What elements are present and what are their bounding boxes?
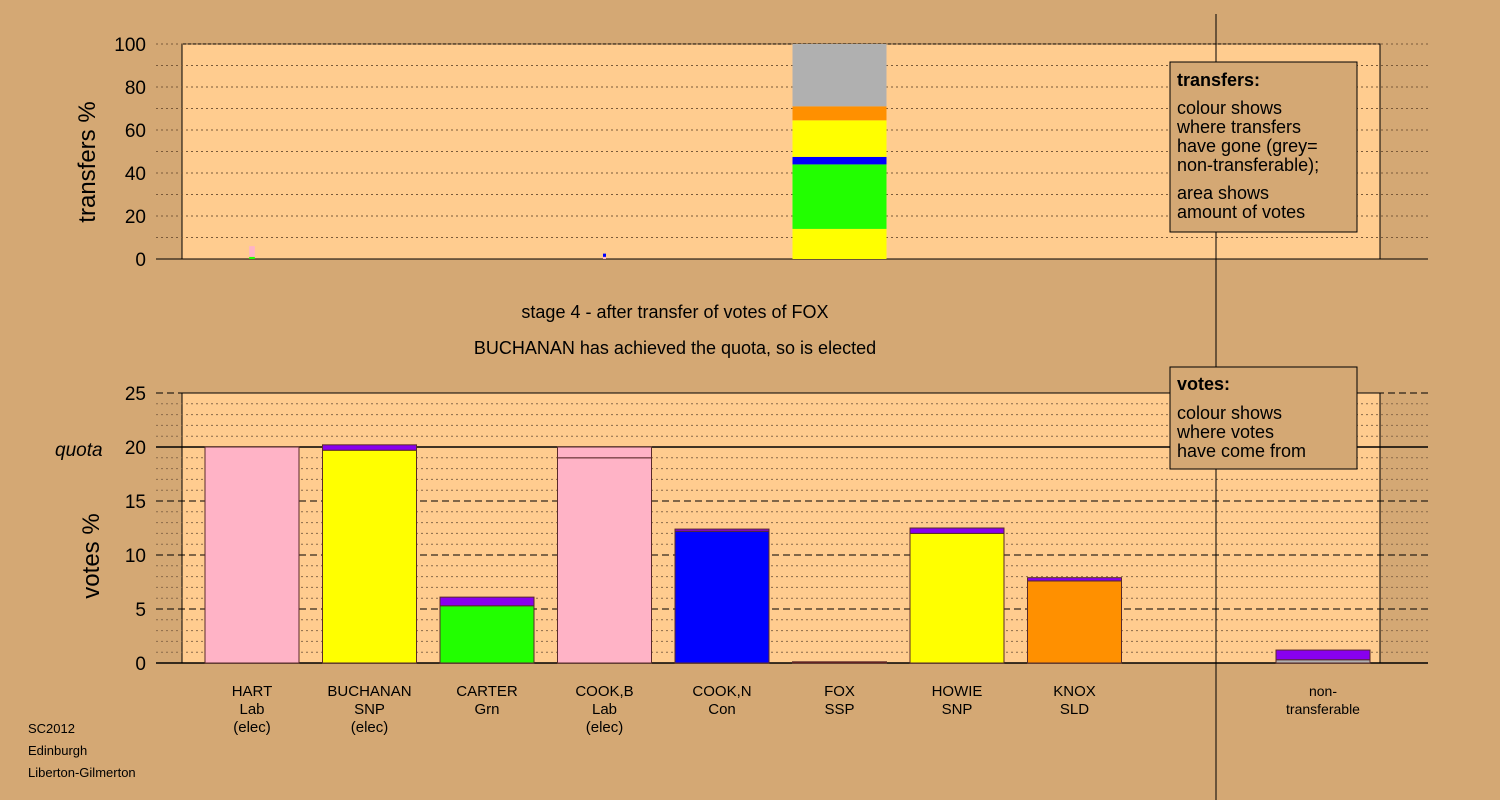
candidate-label: SLD: [1060, 701, 1089, 718]
transfers-legend-line: where transfers: [1176, 117, 1301, 137]
candidate-bar-segment: [909, 527, 1005, 534]
candidate-label: Lab: [239, 701, 264, 718]
transfer-segment: [249, 246, 255, 257]
candidate-bar-segment: [557, 446, 652, 459]
candidate-label: Lab: [592, 701, 617, 718]
transfers-y-axis-label: transfers %: [74, 101, 101, 222]
candidate-label: Con: [708, 701, 736, 718]
quota-label: quota: [55, 440, 103, 461]
candidate-label: SNP: [354, 701, 385, 718]
candidate-bar-segment: [909, 532, 1005, 664]
transfer-segment: [792, 164, 887, 229]
y-tick-label: 40: [125, 164, 146, 185]
candidate-label: (elec): [233, 719, 271, 736]
candidate-label: (elec): [351, 719, 389, 736]
transfer-segment: [249, 256, 255, 259]
candidate-label: HART: [232, 683, 273, 700]
candidate-bar-segment: [204, 446, 300, 664]
candidate-bar-segment: [439, 605, 535, 664]
stage-subtitle: BUCHANAN has achieved the quota, so is e…: [474, 338, 876, 358]
candidate-bar-segment: [792, 661, 887, 664]
y-tick-label: 15: [125, 492, 146, 513]
transfers-y-ticks: 0 20 40 60 80 100: [114, 35, 146, 271]
candidate-label: FOX: [824, 683, 855, 700]
candidate-bar-segment: [1027, 577, 1122, 582]
nontransferable-label: transferable: [1286, 701, 1360, 717]
footer-election: SC2012: [28, 721, 75, 736]
transfer-segment: [792, 44, 887, 107]
transfers-legend-line: area shows: [1177, 183, 1269, 203]
y-tick-label: 20: [125, 207, 146, 228]
y-tick-label: 0: [135, 654, 146, 675]
votes-legend-line: where votes: [1176, 422, 1274, 442]
candidate-label: CARTER: [456, 683, 518, 700]
footer-council: Edinburgh: [28, 743, 87, 758]
candidate-bar-segment: [322, 449, 417, 664]
candidate-label: (elec): [586, 719, 624, 736]
candidate-bar-segment: [1027, 580, 1122, 664]
transfers-legend-line: non-transferable);: [1177, 155, 1319, 175]
y-tick-label: 5: [135, 600, 146, 621]
transfer-segment: [603, 256, 606, 259]
transfers-legend-line: amount of votes: [1177, 202, 1305, 222]
candidate-label: SSP: [824, 701, 854, 718]
stage-title: stage 4 - after transfer of votes of FOX: [521, 302, 828, 322]
candidate-label: Grn: [474, 701, 499, 718]
votes-y-axis-label: votes %: [78, 513, 105, 598]
y-tick-label: 10: [125, 546, 146, 567]
candidate-bar-segment: [322, 444, 417, 451]
y-tick-label: 20: [125, 438, 146, 459]
y-tick-label: 0: [135, 250, 146, 271]
candidate-label: HOWIE: [932, 683, 983, 700]
candidate-bar-segment: [674, 528, 770, 532]
candidate-label: KNOX: [1053, 683, 1096, 700]
transfers-bars: [249, 44, 887, 259]
nontransferable-bar-segment: [1275, 649, 1371, 661]
y-tick-label: 80: [125, 78, 146, 99]
votes-bars: [204, 444, 1371, 664]
y-tick-label: 60: [125, 121, 146, 142]
votes-legend-title: votes:: [1177, 374, 1230, 394]
candidate-label: COOK,N: [692, 683, 751, 700]
candidate-labels: HARTLab(elec)BUCHANANSNP(elec)CARTERGrnC…: [232, 683, 1360, 736]
nontransferable-label: non-: [1309, 683, 1337, 699]
votes-legend-line: have come from: [1177, 441, 1306, 461]
candidate-bar-segment: [439, 596, 535, 607]
footer-ward: Liberton-Gilmerton: [28, 765, 136, 780]
y-tick-label: 100: [114, 35, 146, 56]
votes-legend-line: colour shows: [1177, 403, 1282, 423]
y-tick-label: 25: [125, 384, 146, 405]
transfers-legend-line: colour shows: [1177, 98, 1282, 118]
transfer-segment: [792, 228, 887, 259]
votes-legend: votes: colour shows where votes have com…: [1169, 366, 1358, 470]
candidate-label: BUCHANAN: [327, 683, 411, 700]
transfers-legend: transfers: colour shows where transfers …: [1169, 61, 1358, 233]
votes-y-ticks: 0 5 10 15 20 25: [125, 384, 146, 675]
candidate-bar-segment: [557, 457, 652, 664]
transfer-segment: [792, 106, 887, 121]
transfers-legend-title: transfers:: [1177, 70, 1260, 90]
candidate-label: COOK,B: [575, 683, 633, 700]
transfer-segment: [792, 120, 887, 157]
transfer-segment: [792, 156, 887, 165]
transfer-segment: [603, 253, 606, 257]
transfers-legend-line: have gone (grey=: [1177, 136, 1318, 156]
candidate-label: SNP: [942, 701, 973, 718]
candidate-bar-segment: [674, 530, 770, 664]
